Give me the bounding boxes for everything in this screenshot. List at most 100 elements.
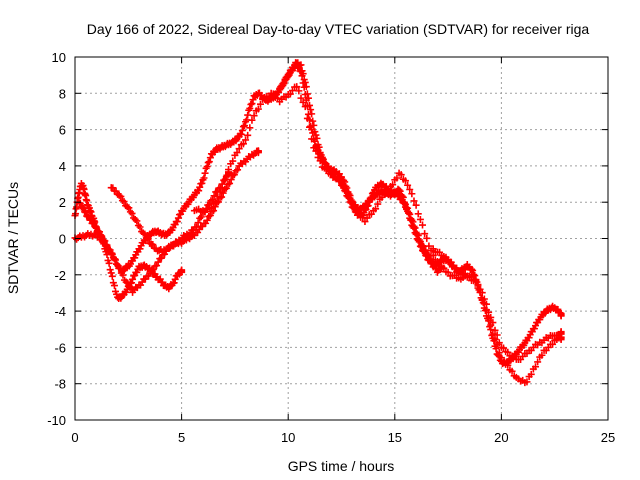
data-point (312, 131, 320, 139)
y-tick-label: -4 (54, 304, 66, 319)
data-point (489, 330, 497, 338)
data-point (247, 100, 255, 108)
data-point (128, 209, 136, 217)
data-point (491, 335, 499, 343)
data-point (299, 98, 307, 106)
data-point (101, 237, 109, 245)
data-point (107, 269, 115, 277)
data-point (170, 279, 178, 287)
data-point (320, 159, 328, 167)
data-point (508, 367, 516, 375)
x-tick-label: 20 (494, 430, 508, 445)
data-point (395, 186, 403, 194)
data-point (410, 197, 418, 205)
data-point (345, 194, 353, 202)
data-point (82, 208, 90, 216)
data-point (406, 185, 414, 193)
data-point (393, 174, 401, 182)
data-point (346, 198, 354, 206)
data-point (242, 136, 250, 144)
data-point (405, 209, 413, 217)
data-point (297, 94, 305, 102)
data-point (117, 192, 125, 200)
y-tick-label: 8 (59, 86, 66, 101)
data-point (362, 206, 370, 214)
data-point (523, 378, 531, 386)
data-point (416, 238, 424, 246)
data-point (301, 78, 309, 86)
data-point (246, 124, 254, 132)
data-point (495, 349, 503, 357)
data-point (174, 214, 182, 222)
data-point (210, 192, 218, 200)
data-point (218, 184, 226, 192)
data-point (419, 221, 427, 229)
data-point (409, 218, 417, 226)
data-point (306, 123, 314, 131)
data-point (389, 181, 397, 189)
data-point (227, 176, 235, 184)
x-tick-label: 5 (178, 430, 185, 445)
data-point (106, 246, 114, 254)
data-point (313, 134, 321, 142)
data-point (365, 198, 373, 206)
data-point (350, 204, 358, 212)
data-point (534, 358, 542, 366)
data-point (127, 284, 135, 292)
data-point (480, 295, 488, 303)
y-tick-label: 6 (59, 123, 66, 138)
x-tick-label: 25 (601, 430, 615, 445)
data-point (307, 106, 315, 114)
data-point (303, 90, 311, 98)
data-point (178, 268, 186, 276)
data-point (404, 204, 412, 212)
data-point (469, 266, 477, 274)
data-point (98, 232, 106, 240)
data-point (229, 157, 237, 165)
data-point (233, 149, 241, 157)
data-point (173, 218, 181, 226)
data-point (239, 140, 247, 148)
data-point (489, 319, 497, 327)
data-point (438, 262, 446, 270)
data-point (235, 145, 243, 153)
data-point (308, 110, 316, 118)
data-point (306, 101, 314, 109)
data-point (341, 187, 349, 195)
data-point (226, 179, 234, 187)
data-point (303, 114, 311, 122)
data-point (133, 217, 141, 225)
data-point (364, 202, 372, 210)
data-point (244, 111, 252, 119)
data-point (219, 189, 227, 197)
data-point (336, 178, 344, 186)
data-point (415, 236, 423, 244)
data-point (315, 143, 323, 151)
data-series (276, 59, 446, 276)
data-point (108, 272, 116, 280)
data-point (120, 198, 128, 206)
data-point (412, 201, 420, 209)
data-point (490, 337, 498, 345)
y-tick-label: 0 (59, 232, 66, 247)
data-point (425, 251, 433, 259)
data-point (423, 234, 431, 242)
data-point (472, 276, 480, 284)
data-point (76, 199, 84, 207)
data-point (129, 275, 137, 283)
data-point (549, 340, 557, 348)
data-point (444, 268, 452, 276)
data-series (107, 147, 262, 256)
y-tick-label: -8 (54, 377, 66, 392)
data-point (254, 147, 262, 155)
data-point (307, 122, 315, 130)
y-tick-label: 2 (59, 195, 66, 210)
data-point (203, 216, 211, 224)
data-point (372, 205, 380, 213)
data-point (225, 166, 233, 174)
data-point (420, 242, 428, 250)
data-point (201, 169, 209, 177)
data-points (71, 59, 565, 387)
data-point (301, 103, 309, 111)
